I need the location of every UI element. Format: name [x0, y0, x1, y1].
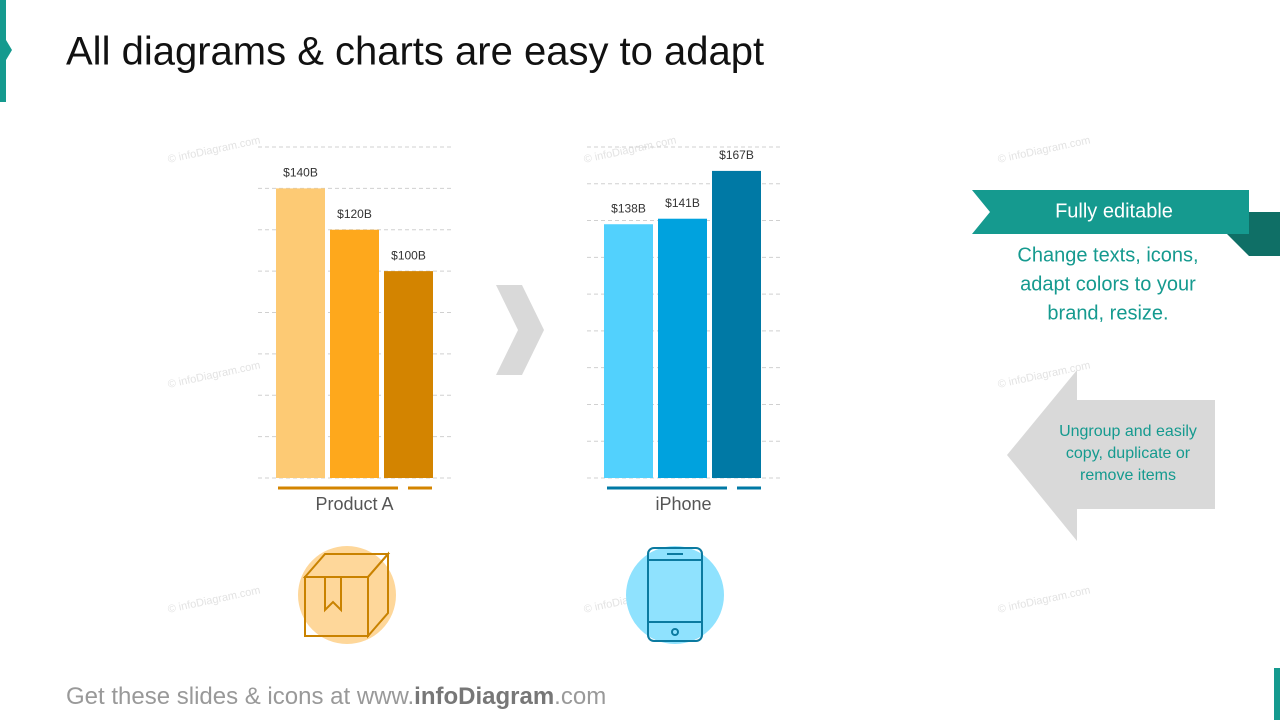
bar	[604, 224, 653, 478]
accent-notch	[6, 40, 12, 60]
text-line: Ungroup and easily	[1059, 423, 1197, 440]
icon-circle	[298, 546, 396, 644]
bar	[330, 229, 379, 478]
value-label: $167B	[719, 148, 754, 162]
text-line: adapt colors to your	[1020, 273, 1196, 295]
footer-brand: infoDiagram	[414, 683, 554, 710]
text-line: brand, resize.	[1047, 302, 1168, 324]
value-label: $120B	[337, 207, 372, 221]
title: All diagrams & charts are easy to adapt	[66, 30, 764, 74]
accent-bar	[1274, 668, 1280, 720]
bar	[384, 271, 433, 478]
value-label: $141B	[665, 196, 700, 210]
value-label: $140B	[283, 166, 318, 180]
ribbon	[972, 190, 1249, 234]
bar	[276, 188, 325, 478]
chevron	[496, 285, 544, 375]
x-axis-label: Product A	[315, 494, 393, 514]
value-label: $138B	[611, 201, 646, 215]
bar	[658, 218, 707, 478]
bar	[712, 170, 761, 478]
x-axis-label: iPhone	[655, 494, 711, 514]
value-label: $100B	[391, 248, 426, 262]
text-line: Change texts, icons,	[1017, 244, 1198, 266]
footer-part: .com	[554, 683, 606, 710]
ribbon-label: Fully editable	[1055, 200, 1173, 222]
text-line: copy, duplicate or	[1066, 445, 1191, 462]
box-icon	[302, 551, 391, 639]
accent-bar	[0, 0, 6, 102]
icon-circle	[626, 546, 724, 644]
footer: Get these slides & icons at www.infoDiag…	[66, 683, 606, 710]
text-line: remove items	[1080, 467, 1176, 484]
arrow-text: Ungroup and easily copy, duplicate or remo…	[1059, 423, 1197, 484]
phone-icon	[647, 547, 703, 642]
footer-part: Get these slides & icons at www.	[66, 683, 414, 710]
arrow	[1007, 370, 1215, 541]
ribbon-text: Change texts, icons, adapt colors to your…	[1017, 244, 1198, 324]
